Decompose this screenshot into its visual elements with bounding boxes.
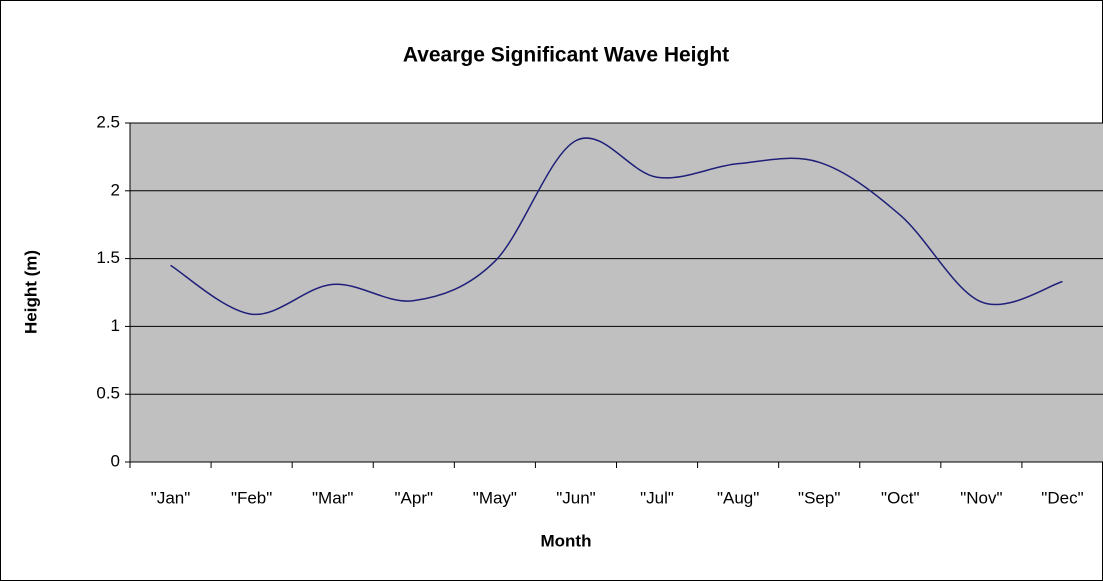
x-tick-label: "Aug" — [717, 488, 759, 507]
x-tick-label: "Feb" — [231, 488, 272, 507]
y-tick-label: 2 — [111, 180, 120, 199]
plot-area — [130, 123, 1103, 462]
y-tick-label: 1 — [111, 316, 120, 335]
y-tick-label: 0 — [111, 451, 120, 470]
data-line — [170, 137, 1063, 315]
x-tick-label: "Oct" — [881, 488, 920, 507]
y-axis-label: Height (m) — [21, 250, 40, 334]
x-tick-label: "Nov" — [960, 488, 1002, 507]
y-tick-label: 0.5 — [96, 384, 120, 403]
x-tick-label: "Jul" — [640, 488, 674, 507]
x-tick-label: "Jun" — [556, 488, 595, 507]
x-tick-label: "Apr" — [395, 488, 434, 507]
x-tick-label: "Sep" — [798, 488, 840, 507]
x-tick-label: "Jan" — [151, 488, 190, 507]
x-tick-label: "Dec" — [1041, 488, 1083, 507]
y-tick-label: 2.5 — [96, 112, 120, 131]
chart-title: Avearge Significant Wave Height — [403, 44, 729, 67]
x-tick-label: "May" — [473, 488, 517, 507]
x-axis-label: Month — [541, 531, 592, 550]
x-tick-label: "Mar" — [312, 488, 353, 507]
y-tick-label: 1.5 — [96, 248, 120, 267]
